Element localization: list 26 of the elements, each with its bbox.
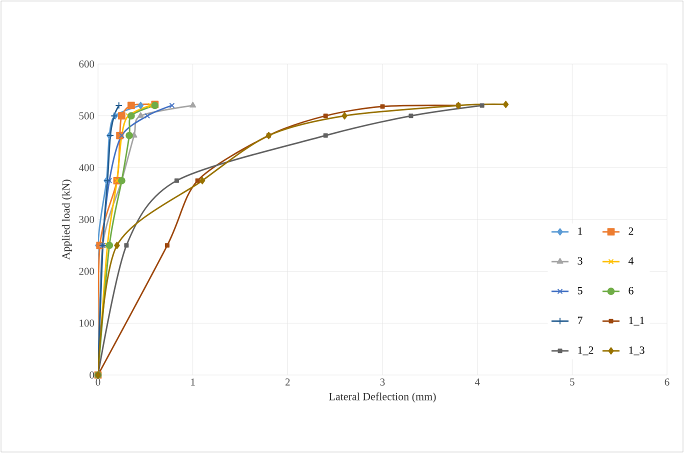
legend-label: 1 bbox=[578, 227, 582, 235]
y-tick-label: 0 bbox=[90, 371, 94, 379]
x-tick-label: 6 bbox=[664, 378, 670, 386]
y-tick-label: 200 bbox=[79, 268, 94, 275]
y-tick-label: 300 bbox=[79, 216, 94, 224]
x-tick-label: 5 bbox=[570, 378, 574, 386]
y-axis-title: Applied load (kN) bbox=[62, 180, 72, 260]
x-axis-title: Lateral Deflection (mm) bbox=[329, 392, 436, 403]
legend-label: 1_3 bbox=[629, 346, 644, 356]
legend-label: 2 bbox=[628, 227, 634, 235]
y-tick-label: 400 bbox=[78, 164, 94, 172]
legend-label: 6 bbox=[628, 286, 634, 294]
x-tick-label: 4 bbox=[474, 378, 480, 386]
x-tick-label: 0 bbox=[96, 378, 100, 386]
legend-label: 7 bbox=[578, 316, 582, 324]
y-tick-label: 600 bbox=[79, 60, 94, 68]
legend-label: 4 bbox=[628, 257, 634, 264]
x-tick-label: 2 bbox=[286, 378, 290, 386]
legend-label: 5 bbox=[578, 287, 582, 294]
y-tick-label: 500 bbox=[79, 112, 94, 120]
legend-label: 1_1 bbox=[629, 316, 644, 326]
x-tick-label: 1 bbox=[191, 378, 195, 386]
legend-label: 3 bbox=[578, 257, 582, 265]
y-tick-label: 100 bbox=[80, 320, 94, 327]
legend-label: 1_2 bbox=[578, 346, 594, 356]
x-tick-label: 3 bbox=[380, 378, 385, 386]
